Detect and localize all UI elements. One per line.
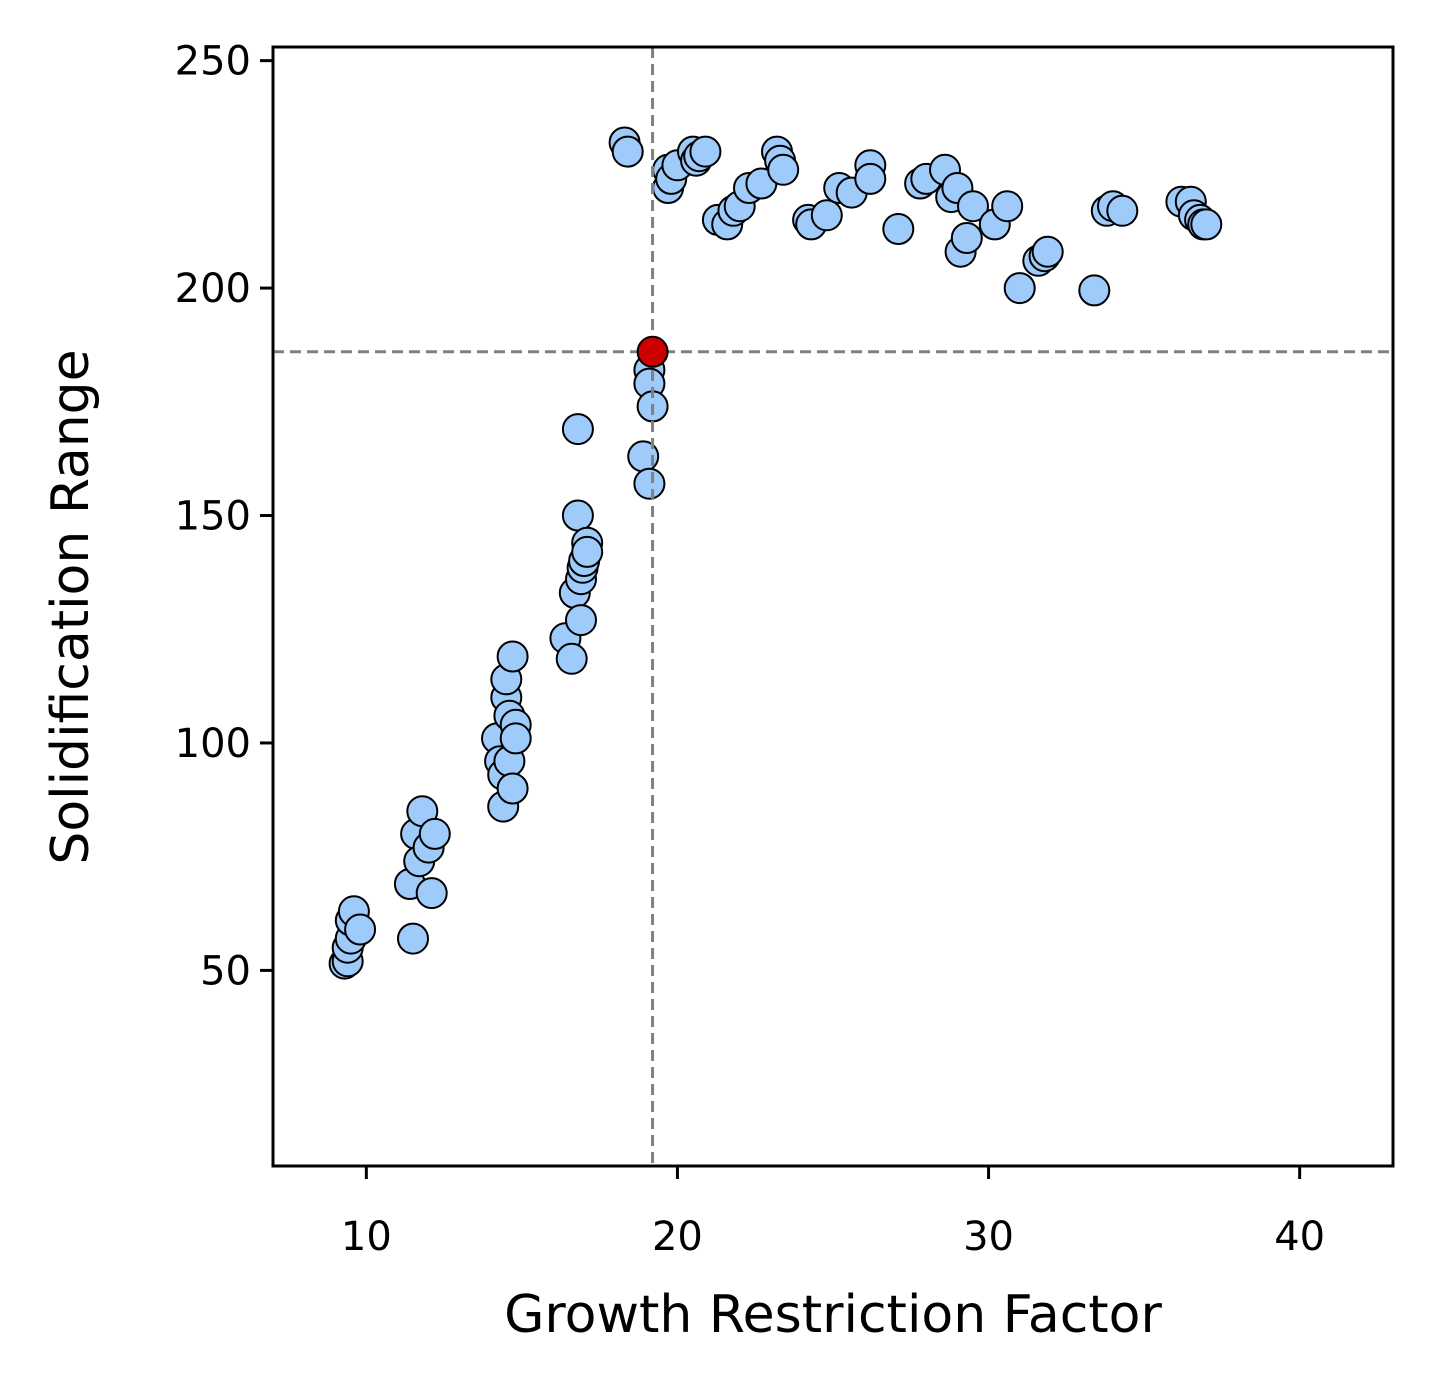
highlighted-point (636, 335, 669, 368)
data-point (1078, 274, 1111, 307)
data-point (1031, 235, 1064, 268)
y-tick-label: 250 (175, 39, 251, 85)
data-point (499, 722, 532, 755)
y-tick-label: 150 (175, 494, 251, 540)
data-point (854, 162, 887, 195)
data-point (1190, 208, 1223, 241)
y-tick-label: 50 (200, 948, 251, 994)
y-tick-label: 100 (175, 721, 251, 767)
y-axis-title: Solidification Range (41, 349, 101, 864)
data-point (415, 877, 448, 910)
x-tick-label: 20 (652, 1214, 703, 1260)
data-point (810, 199, 843, 232)
data-point (611, 135, 644, 168)
data-point (1106, 194, 1139, 227)
data-point (418, 817, 451, 850)
x-axis-title: Growth Restriction Factor (504, 1285, 1162, 1345)
highlight-layer (636, 335, 669, 368)
data-point (561, 413, 594, 446)
data-point (555, 642, 588, 675)
data-point (496, 640, 529, 673)
data-point (882, 213, 915, 245)
data-point (1003, 272, 1036, 305)
data-point (561, 499, 594, 532)
x-tick-label: 30 (963, 1214, 1014, 1260)
data-point (767, 153, 800, 186)
data-point (397, 922, 429, 955)
data-point (950, 222, 983, 254)
data-point (991, 190, 1024, 223)
x-tick-label: 10 (341, 1214, 392, 1260)
data-point (496, 772, 529, 805)
plot-frame (271, 45, 1395, 1168)
x-tick-label: 40 (1274, 1214, 1325, 1260)
y-tick-label: 200 (175, 266, 251, 312)
data-point (571, 535, 604, 568)
data-point (344, 913, 377, 946)
data-point (565, 604, 597, 637)
data-point (957, 190, 989, 223)
y-axis-ticks: 50 100 150 200 250 (175, 39, 273, 994)
data-point (689, 135, 722, 168)
data-point (633, 467, 666, 500)
x-axis-ticks: 10 20 30 40 (341, 1166, 1325, 1260)
